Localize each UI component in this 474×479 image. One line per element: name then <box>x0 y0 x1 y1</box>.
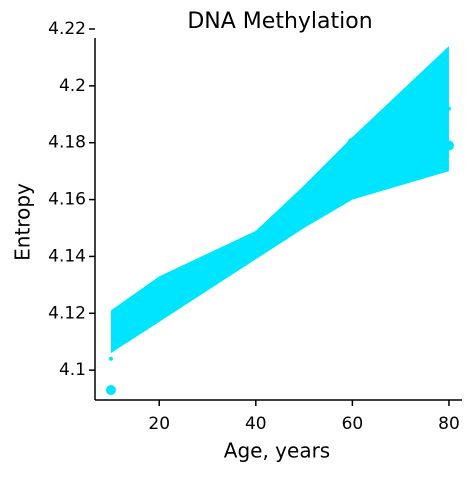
y-tick-label: 4.12 <box>48 303 86 323</box>
x-tick-label: 80 <box>438 414 460 434</box>
y-tick-label: 4.22 <box>48 19 86 39</box>
data-point <box>443 140 454 151</box>
data-point <box>446 106 451 111</box>
data-point <box>299 188 310 199</box>
chart-title: DNA Methylation <box>187 9 372 34</box>
y-tick-label: 4.16 <box>48 190 86 210</box>
data-point <box>108 356 113 361</box>
x-tick-label: 20 <box>148 414 170 434</box>
y-tick-label: 4.18 <box>48 133 86 153</box>
data-point <box>347 137 358 148</box>
y-axis-label: Entropy <box>11 183 35 261</box>
x-tick-label: 40 <box>245 414 267 434</box>
y-tick-label: 4.2 <box>59 76 86 96</box>
y-tick-label: 4.1 <box>59 360 86 380</box>
x-tick-label: 60 <box>342 414 364 434</box>
x-axis-label: Age, years <box>224 439 330 463</box>
y-tick-label: 4.14 <box>48 246 86 266</box>
confidence-band <box>110 46 449 354</box>
data-point <box>105 385 116 396</box>
